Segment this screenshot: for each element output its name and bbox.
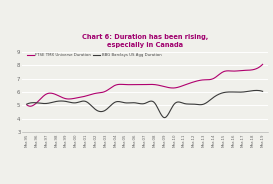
FTSE TMX Universe Duration xyxy=(196,80,199,82)
FTSE TMX Universe Duration xyxy=(261,63,264,66)
BBG Barclays US Agg Duration xyxy=(163,116,166,119)
FTSE TMX Universe Duration xyxy=(119,83,122,85)
FTSE TMX Universe Duration xyxy=(54,93,57,95)
Line: BBG Barclays US Agg Duration: BBG Barclays US Agg Duration xyxy=(27,90,263,118)
BBG Barclays US Agg Duration xyxy=(261,90,264,92)
Line: FTSE TMX Universe Duration: FTSE TMX Universe Duration xyxy=(27,64,263,106)
Title: Chart 6: Duration has been rising,
especially in Canada: Chart 6: Duration has been rising, espec… xyxy=(82,34,208,48)
FTSE TMX Universe Duration xyxy=(174,87,177,89)
FTSE TMX Universe Duration xyxy=(29,105,32,107)
Legend: FTSE TMX Universe Duration, BBG Barclays US Agg Duration: FTSE TMX Universe Duration, BBG Barclays… xyxy=(27,53,161,57)
BBG Barclays US Agg Duration xyxy=(174,102,177,104)
BBG Barclays US Agg Duration xyxy=(54,101,57,103)
BBG Barclays US Agg Duration xyxy=(196,103,199,106)
FTSE TMX Universe Duration xyxy=(25,104,28,106)
FTSE TMX Universe Duration xyxy=(197,79,200,82)
BBG Barclays US Agg Duration xyxy=(25,103,28,105)
BBG Barclays US Agg Duration xyxy=(118,101,122,103)
BBG Barclays US Agg Duration xyxy=(197,104,200,106)
FTSE TMX Universe Duration xyxy=(103,91,106,93)
BBG Barclays US Agg Duration xyxy=(255,89,258,91)
BBG Barclays US Agg Duration xyxy=(102,110,105,112)
